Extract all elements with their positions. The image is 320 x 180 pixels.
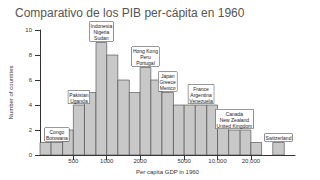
svg-text:6: 6 [29,77,33,83]
svg-text:4: 4 [29,102,33,108]
svg-text:10: 10 [25,27,32,33]
svg-text:Canada: Canada [225,110,244,117]
svg-text:New Zealand: New Zealand [219,116,250,123]
svg-text:Sudan: Sudan [94,35,109,41]
svg-text:Greece: Greece [159,79,176,85]
svg-text:Venezuela: Venezuela [189,98,213,104]
svg-text:United Kingdom: United Kingdom [217,123,253,129]
svg-text:8: 8 [29,52,33,58]
svg-text:Peru: Peru [140,54,151,60]
svg-text:Portugal: Portugal [136,60,155,66]
svg-text:20,000: 20,000 [242,158,261,164]
svg-text:Uganda: Uganda [70,98,88,104]
svg-text:0: 0 [29,152,33,158]
svg-text:Indonesia: Indonesia [90,23,113,29]
svg-text:Per capita GDP in 1960: Per capita GDP in 1960 [136,169,200,175]
svg-text:1000: 1000 [100,158,114,164]
svg-text:5000: 5000 [178,158,192,164]
svg-text:Hong Kong: Hong Kong [132,48,158,54]
svg-text:Nigeria: Nigeria [93,29,110,35]
svg-text:France: France [193,85,209,92]
svg-text:Botswana: Botswana [46,135,68,141]
svg-text:Switzerland: Switzerland [266,135,292,141]
svg-text:Congo: Congo [49,129,65,135]
svg-text:10,000: 10,000 [208,158,227,164]
svg-text:Mexico: Mexico [160,85,176,91]
svg-text:500: 500 [68,158,79,164]
svg-text:2000: 2000 [133,158,147,164]
svg-text:Argentina: Argentina [190,91,212,98]
svg-text:Japan: Japan [160,73,175,79]
svg-text:2: 2 [29,127,33,133]
svg-text:Comparativo de los PIB per-cáp: Comparativo de los PIB per-cápita en 196… [15,6,245,20]
svg-text:Pakistan: Pakistan [69,91,89,98]
svg-text:Number of countries: Number of countries [8,65,14,119]
